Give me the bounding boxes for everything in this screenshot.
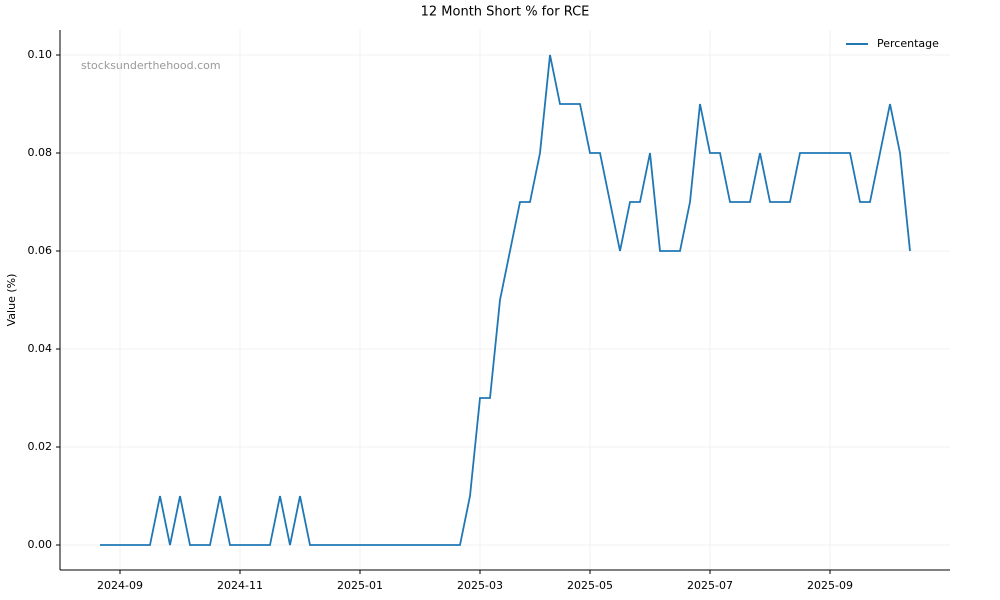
line <box>100 54 911 546</box>
chart-title: 12 Month Short % for RCE <box>421 5 590 20</box>
x-tick-label: 2025-05 <box>567 579 613 592</box>
y-tick-label: 0.08 <box>28 146 53 159</box>
x-tick-label: 2025-07 <box>687 579 733 592</box>
y-tick-label: 0.00 <box>28 538 53 551</box>
legend-label: Percentage <box>877 37 939 50</box>
y-axis-label: Value (%) <box>5 274 18 327</box>
y-tick-label: 0.10 <box>28 48 53 61</box>
y-tick-label: 0.06 <box>28 244 53 257</box>
x-tick-label: 2024-11 <box>217 579 263 592</box>
x-tick-label: 2024-09 <box>97 579 143 592</box>
y-tick-label: 0.02 <box>28 440 53 453</box>
x-tick-label: 2025-09 <box>807 579 853 592</box>
watermark: stocksunderthehood.com <box>81 59 221 72</box>
x-tick-label: 2025-03 <box>457 579 503 592</box>
y-tick-label: 0.04 <box>28 342 53 355</box>
x-tick-label: 2025-01 <box>337 579 383 592</box>
